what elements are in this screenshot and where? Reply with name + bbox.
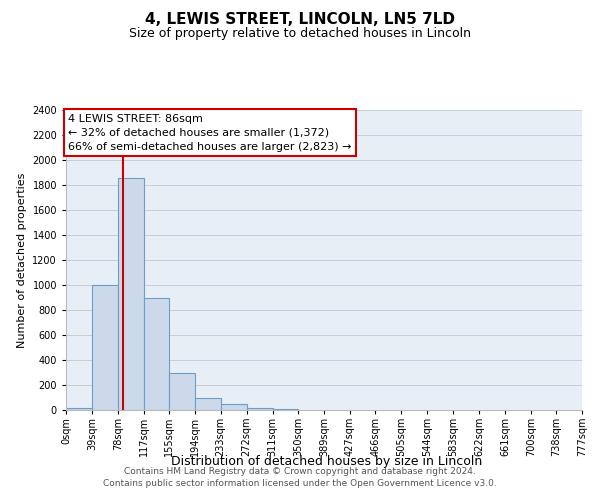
Bar (247, 408, 272, 410)
Bar (118, 178, 143, 410)
Text: 4 LEWIS STREET: 86sqm
← 32% of detached houses are smaller (1,372)
66% of semi-d: 4 LEWIS STREET: 86sqm ← 32% of detached … (68, 114, 352, 152)
Bar (66, 408, 92, 410)
Bar (169, 372, 195, 410)
Bar (272, 409, 298, 410)
Y-axis label: Number of detached properties: Number of detached properties (17, 172, 26, 348)
Text: Contains HM Land Registry data © Crown copyright and database right 2024.
Contai: Contains HM Land Registry data © Crown c… (103, 466, 497, 487)
Text: Size of property relative to detached houses in Lincoln: Size of property relative to detached ho… (129, 28, 471, 40)
Bar (92, 285, 118, 410)
Bar (195, 398, 221, 410)
Bar (143, 298, 169, 410)
Text: 4, LEWIS STREET, LINCOLN, LN5 7LD: 4, LEWIS STREET, LINCOLN, LN5 7LD (145, 12, 455, 28)
Text: Distribution of detached houses by size in Lincoln: Distribution of detached houses by size … (172, 454, 482, 468)
Bar (221, 404, 247, 410)
